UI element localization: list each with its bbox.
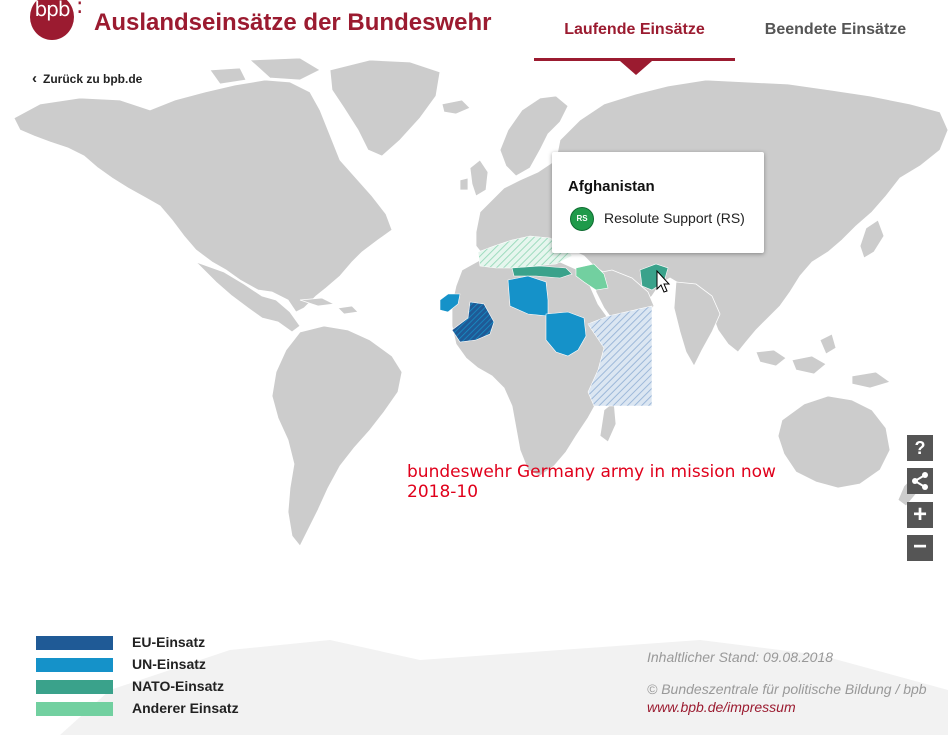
africa[interactable] [451, 255, 627, 477]
chevron-left-icon: ‹ [32, 70, 37, 87]
legend-label: EU-Einsatz [132, 634, 206, 650]
share-button[interactable] [907, 468, 933, 494]
bpb-logo[interactable]: bpb : [30, 0, 83, 40]
antarctica [60, 640, 948, 735]
tooltip-country: Afghanistan [568, 178, 655, 195]
back-link-label: Zurück zu bpb.de [43, 72, 143, 86]
mission-sudan[interactable] [545, 311, 587, 357]
south-america[interactable] [271, 325, 403, 547]
mission-iraq[interactable] [575, 263, 609, 291]
mission-badge-icon[interactable]: RS [570, 207, 594, 231]
arctic-islands[interactable] [209, 57, 321, 85]
logo-colon: : [76, 0, 83, 19]
scandinavia[interactable] [499, 95, 569, 177]
mouse-cursor [656, 269, 671, 293]
zoom-in-button[interactable]: + [907, 502, 933, 528]
country-tooltip: Afghanistan RS Resolute Support (RS) [552, 152, 764, 253]
back-link[interactable]: ‹ Zurück zu bpb.de [32, 70, 142, 87]
page-title: Auslandseinsätze der Bundeswehr [94, 9, 492, 36]
impressum-link[interactable]: www.bpb.de/impressum [647, 699, 796, 715]
uk-ireland[interactable] [459, 159, 489, 197]
legend-label: Anderer Einsatz [132, 700, 239, 716]
tab-label: Laufende Einsätze [564, 21, 705, 38]
mission-libya[interactable] [507, 275, 549, 317]
southeast-asia-islands[interactable] [755, 333, 837, 375]
logo-text: bpb [34, 0, 70, 21]
legend-label: UN-Einsatz [132, 656, 206, 672]
legend-swatch [36, 658, 113, 672]
greenland[interactable] [329, 59, 441, 157]
tab-label: Beendete Einsätze [764, 21, 907, 38]
copyright: © Bundeszentrale für politische Bildung … [647, 681, 927, 697]
india[interactable] [673, 281, 721, 367]
madagascar[interactable] [599, 401, 617, 443]
mission-lebanon[interactable] [511, 265, 573, 279]
japan[interactable] [859, 219, 885, 259]
iceland[interactable] [441, 99, 471, 115]
tab-beendete-einsaetze[interactable]: Beendete Einsätze [735, 0, 936, 58]
annotation-line-2: 2018-10 [407, 482, 479, 502]
tooltip-mission-label[interactable]: Resolute Support (RS) [604, 210, 745, 226]
mexico-central-america[interactable] [195, 261, 301, 333]
help-button[interactable]: ? [907, 435, 933, 461]
legend-swatch [36, 680, 113, 694]
content-date: Inhaltlicher Stand: 09.08.2018 [647, 649, 834, 665]
legend-swatch [36, 702, 113, 716]
active-tab-pointer [620, 61, 652, 75]
mission-mediterranean[interactable] [477, 235, 573, 269]
mission-mali[interactable] [451, 301, 495, 343]
annotation-line-1: bundeswehr Germany army in mission now [407, 462, 776, 482]
caribbean[interactable] [299, 297, 359, 315]
mission-horn-of-africa[interactable] [587, 305, 653, 407]
mission-western-sahara[interactable] [439, 293, 461, 313]
legend-swatch [36, 636, 113, 650]
north-america[interactable] [13, 79, 393, 313]
australia[interactable] [777, 395, 891, 489]
overlay-annotation: bundeswehr Germany army in mission now 2… [407, 462, 776, 502]
tab-laufende-einsaetze[interactable]: Laufende Einsätze [534, 0, 735, 75]
zoom-out-button[interactable]: − [907, 535, 933, 561]
papua[interactable] [851, 371, 891, 389]
share-icon [912, 472, 928, 490]
legend-label: NATO-Einsatz [132, 678, 225, 694]
